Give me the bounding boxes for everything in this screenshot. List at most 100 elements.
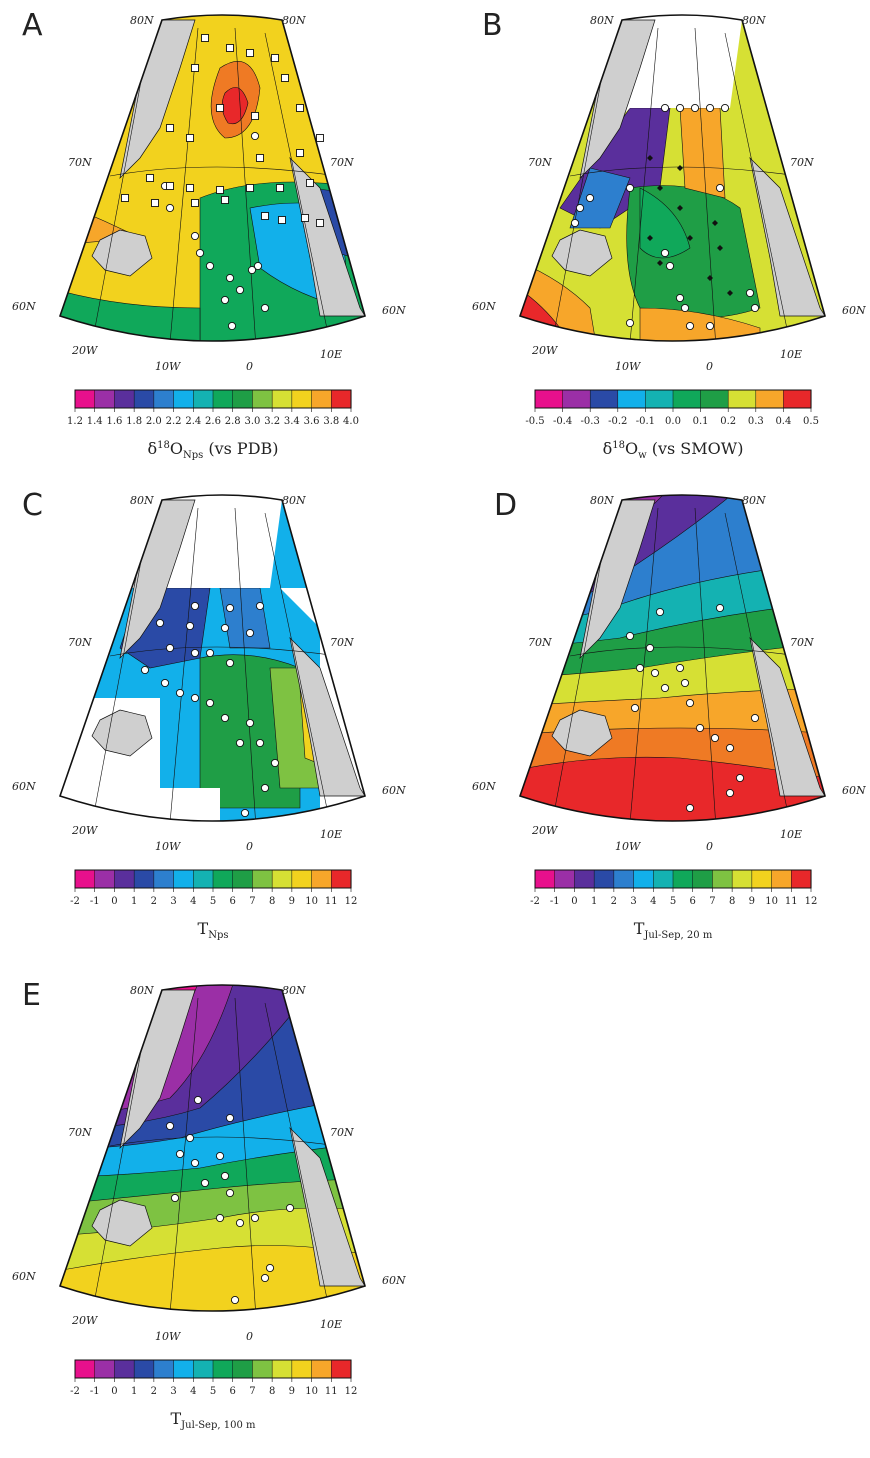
panel-a: A 80N 80N 70N 70N 60N 60N 20W 10W 0 10E 1.2 1.4 1.6 1… xyxy=(12,8,420,488)
station-marker xyxy=(200,1178,210,1188)
label-80n-left: 80N xyxy=(130,984,154,997)
station-marker xyxy=(687,235,693,241)
label-70n-right: 70N xyxy=(790,156,814,169)
panel-letter: E xyxy=(22,978,41,1013)
colorbar: 1.2 1.4 1.6 1.8 2.0 2.2 2.4 2.6 2.8 3.0 3.2 3.4 3.6 3… xyxy=(67,389,359,461)
colorbar-swatch xyxy=(791,869,812,889)
colorbar-tick-label: 7 xyxy=(249,1386,255,1397)
colorbar-tick-label: 9 xyxy=(289,896,295,907)
station-marker xyxy=(750,713,760,723)
label-70n-right: 70N xyxy=(330,156,354,169)
meridian-10w xyxy=(629,507,659,821)
station-marker xyxy=(190,231,200,241)
label-0: 0 xyxy=(246,840,253,853)
station-marker xyxy=(165,643,175,653)
colorbar-swatch xyxy=(331,1359,352,1379)
station-marker xyxy=(625,318,635,328)
station-marker xyxy=(675,103,685,113)
station-marker xyxy=(225,658,235,668)
colorbar-tick-label: 1 xyxy=(131,1386,137,1397)
station-marker xyxy=(247,265,257,275)
label-10e: 10E xyxy=(320,1318,342,1331)
label-20w: 20W xyxy=(531,824,559,837)
meridian-10e xyxy=(264,1002,331,1311)
colorbar-tick-label: 7 xyxy=(249,896,255,907)
station-marker xyxy=(140,665,150,675)
label-60n-right: 60N xyxy=(382,784,406,797)
colorbar-tick-label: 2.8 xyxy=(225,416,241,427)
station-marker xyxy=(750,303,760,313)
station-marker xyxy=(240,808,250,818)
station-marker xyxy=(245,628,255,638)
colorbar-swatch xyxy=(94,389,115,409)
colorbar-tick-label: 0 xyxy=(111,1386,117,1397)
colorbar-tick-label: 2.6 xyxy=(205,416,221,427)
colorbar-swatch xyxy=(672,389,702,409)
colorbar-tick-label: -0.4 xyxy=(553,416,572,427)
station-marker xyxy=(166,124,174,132)
map-b: 80N 80N 70N 70N 60N 60N 20W 10W 0 10E -0.5 -0.4 -0.3… xyxy=(472,14,866,461)
label-80n-right: 80N xyxy=(742,14,766,27)
colorbar-swatch xyxy=(291,389,313,409)
colorbar-tick-label: 3 xyxy=(170,896,176,907)
colorbar-tick-label: 5 xyxy=(210,896,216,907)
colorbar-tick-label: 9 xyxy=(749,896,755,907)
label-10w: 10W xyxy=(615,360,642,373)
colorbar-tick-label: 2.4 xyxy=(185,416,201,427)
colorbar-swatch xyxy=(193,869,214,889)
station-marker xyxy=(146,174,154,182)
title-part: T xyxy=(198,919,209,938)
meridian-0 xyxy=(234,507,257,821)
station-marker xyxy=(685,803,695,813)
colorbar-tick-label: -1 xyxy=(550,896,560,907)
colorbar-swatch xyxy=(653,869,674,889)
station-marker xyxy=(630,703,640,713)
station-marker xyxy=(260,783,270,793)
label-60n-left: 60N xyxy=(12,1270,36,1283)
station-marker xyxy=(647,235,653,241)
map-fill: 80N 80N 70N 70N 60N 60N 20W 10W 0 10E 1.2 1.4 1.6 1.8… xyxy=(12,14,406,461)
title-part: (vs PDB) xyxy=(203,439,278,458)
colorbar-tick-label: 3 xyxy=(630,896,636,907)
station-marker xyxy=(645,643,655,653)
colorbar-swatch xyxy=(114,869,135,889)
colorbar-tick-label: -0.2 xyxy=(608,416,627,427)
station-marker xyxy=(715,603,725,613)
parallel-70n xyxy=(109,166,339,177)
map-fill: 80N 80N 70N 70N 60N 60N 20W 10W 0 10E -0.5 -0.4 -0.3… xyxy=(472,14,866,461)
colorbar-tick-label: 12 xyxy=(345,1386,358,1397)
colorbar-swatch xyxy=(212,389,234,409)
colorbar-swatch xyxy=(783,389,812,409)
colorbar-tick-label: 3.4 xyxy=(284,416,300,427)
station-marker xyxy=(151,199,159,207)
station-marker xyxy=(190,648,200,658)
colorbar-tick-label: 10 xyxy=(765,896,778,907)
station-marker xyxy=(220,623,230,633)
colorbar-swatch xyxy=(74,869,96,889)
colorbar-swatch xyxy=(700,389,729,409)
meridian-10w xyxy=(169,997,199,1311)
station-marker xyxy=(265,1263,275,1273)
colorbar-swatch xyxy=(114,389,135,409)
label-60n-left: 60N xyxy=(12,300,36,313)
station-marker xyxy=(255,601,265,611)
station-marker xyxy=(201,34,209,42)
station-marker xyxy=(245,718,255,728)
station-marker xyxy=(185,1133,195,1143)
map-frame xyxy=(58,984,366,1312)
colorbar-tick-label: 4 xyxy=(650,896,656,907)
panel-letter: A xyxy=(22,8,43,43)
station-marker xyxy=(230,1295,240,1305)
station-marker xyxy=(226,44,234,52)
station-marker xyxy=(205,261,215,271)
colorbar-swatch xyxy=(133,389,155,409)
label-80n-left: 80N xyxy=(590,14,614,27)
label-20w: 20W xyxy=(71,344,99,357)
label-10w: 10W xyxy=(615,840,642,853)
station-marker xyxy=(570,218,580,228)
station-marker xyxy=(296,149,304,157)
label-70n-left: 70N xyxy=(68,156,92,169)
station-marker xyxy=(195,248,205,258)
